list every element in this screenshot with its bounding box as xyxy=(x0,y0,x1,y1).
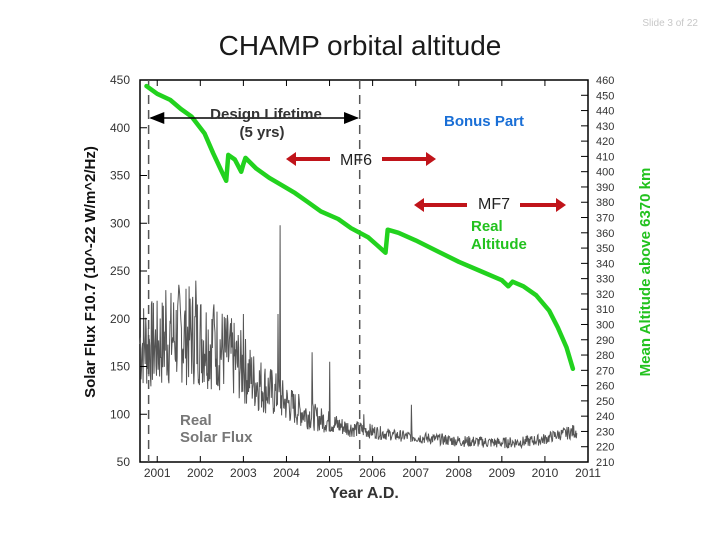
y-axis-left-label: Solar Flux F10.7 (10^-22 W/m^2/Hz) xyxy=(82,146,99,398)
x-tick-label: 2009 xyxy=(488,466,515,480)
y-left-tick-label: 400 xyxy=(110,121,130,135)
solar-flux-line xyxy=(139,225,578,450)
y-right-tick-label: 210 xyxy=(596,457,614,469)
y-right-tick-label: 290 xyxy=(596,335,614,347)
y-right-tick-label: 390 xyxy=(596,182,614,194)
x-axis-label: Year A.D. xyxy=(329,485,399,502)
y-right-tick-label: 340 xyxy=(596,258,614,270)
y-right-tick-label: 280 xyxy=(596,350,614,362)
y-right-tick-label: 350 xyxy=(596,243,614,255)
x-tick-label: 2008 xyxy=(445,466,472,480)
altitude-line xyxy=(144,83,576,372)
y-right-tick-label: 380 xyxy=(596,197,614,209)
y-left-tick-label: 450 xyxy=(110,73,130,87)
annotation-real-solar-flux: Real xyxy=(180,412,212,429)
y-right-tick-label: 400 xyxy=(596,167,614,179)
y-left-tick-label: 300 xyxy=(110,216,130,230)
mf7-right-arrow-head xyxy=(556,198,566,212)
y-right-tick-label: 270 xyxy=(596,365,614,377)
annotation-mf7: MF7 xyxy=(478,196,510,213)
slide-title: CHAMP orbital altitude xyxy=(218,30,502,61)
y-right-tick-label: 460 xyxy=(596,75,614,87)
x-tick-label: 2010 xyxy=(532,466,559,480)
y-right-tick-label: 360 xyxy=(596,228,614,240)
y-right-tick-label: 410 xyxy=(596,151,614,163)
mf6-left-arrow-head xyxy=(286,152,296,166)
annotation-design-lifetime-years: (5 yrs) xyxy=(239,124,284,141)
y-left-tick-label: 100 xyxy=(110,407,130,421)
annotation-real-solar-flux-line2: Solar Flux xyxy=(180,429,253,446)
y-right-tick-label: 220 xyxy=(596,442,614,454)
y-right-tick-label: 240 xyxy=(596,411,614,423)
annotation-design-lifetime: Design Lifetime xyxy=(210,106,322,123)
y-right-tick-label: 230 xyxy=(596,426,614,438)
y-left-tick-label: 350 xyxy=(110,169,130,183)
slide-number: Slide 3 of 22 xyxy=(642,18,698,29)
annotation-real-altitude-line2: Altitude xyxy=(471,236,527,253)
mf6-right-arrow-head xyxy=(426,152,436,166)
y-left-tick-label: 50 xyxy=(117,455,131,469)
annotation-mf6: MF6 xyxy=(340,152,372,169)
y-right-tick-label: 440 xyxy=(596,106,614,118)
y-left-tick-label: 250 xyxy=(110,264,130,278)
x-tick-label: 2005 xyxy=(316,466,343,480)
mf7-left-arrow-head xyxy=(414,198,424,212)
y-right-tick-label: 450 xyxy=(596,90,614,102)
y-right-tick-label: 300 xyxy=(596,319,614,331)
x-tick-label: 2002 xyxy=(187,466,214,480)
y-right-tick-label: 250 xyxy=(596,396,614,408)
y-left-tick-label: 200 xyxy=(110,312,130,326)
annotation-real-altitude: Real xyxy=(471,218,503,235)
x-tick-label: 2011 xyxy=(575,466,601,480)
x-tick-label: 2003 xyxy=(230,466,257,480)
x-tick-label: 2007 xyxy=(402,466,429,480)
x-tick-label: 2006 xyxy=(359,466,386,480)
y-right-tick-label: 370 xyxy=(596,213,614,225)
annotation-bonus-part: Bonus Part xyxy=(444,113,524,130)
y-axis-right-label: Mean Altitude above 6370 km xyxy=(637,168,654,377)
y-right-tick-label: 260 xyxy=(596,381,614,393)
y-right-tick-label: 420 xyxy=(596,136,614,148)
y-right-tick-label: 430 xyxy=(596,121,614,133)
y-right-tick-label: 330 xyxy=(596,274,614,286)
x-tick-label: 2004 xyxy=(273,466,300,480)
y-right-tick-label: 320 xyxy=(596,289,614,301)
y-left-tick-label: 150 xyxy=(110,360,130,374)
y-right-tick-label: 310 xyxy=(596,304,614,316)
x-tick-label: 2001 xyxy=(144,466,171,480)
